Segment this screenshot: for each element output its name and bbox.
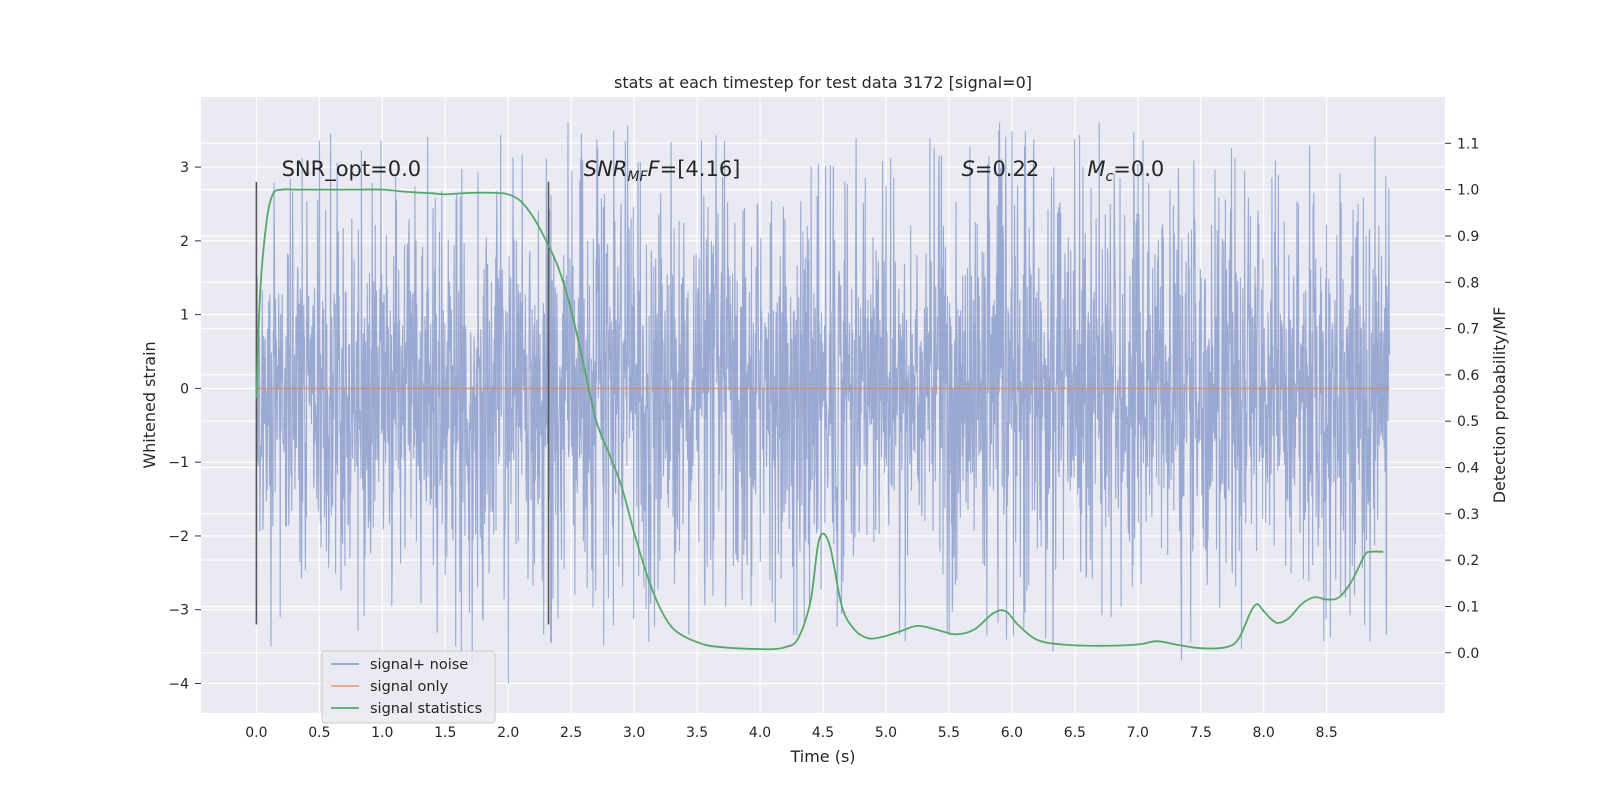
- legend-label-signal-only: signal only: [370, 679, 449, 695]
- y-tick-label: −1: [168, 455, 189, 471]
- x-axis-label: Time (s): [789, 747, 855, 766]
- y2-tick-label: 0.9: [1457, 229, 1479, 245]
- y2-axis-label: Detection probability/MF: [1490, 307, 1509, 504]
- x-tick-label: 8.5: [1316, 725, 1338, 741]
- chart-title: stats at each timestep for test data 317…: [614, 73, 1032, 92]
- x-tick-label: 0.0: [245, 725, 267, 741]
- y-tick-label: −4: [168, 676, 189, 692]
- y2-tick-label: 1.1: [1457, 136, 1479, 152]
- y2-tick-label: 0.0: [1457, 646, 1479, 662]
- y-tick-label: 3: [180, 160, 189, 176]
- x-tick-label: 5.5: [938, 725, 960, 741]
- y-axis-label: Whitened strain: [140, 341, 159, 468]
- y2-tick-label: 0.7: [1457, 322, 1479, 338]
- x-tick-label: 1.0: [371, 725, 393, 741]
- x-tick-label: 0.5: [308, 725, 330, 741]
- y-axis-ticks: 3 2 1 0 −1 −2 −3 −4: [168, 160, 201, 692]
- annotation-s: S=0.22: [962, 157, 1040, 181]
- y2-tick-label: 0.8: [1457, 275, 1479, 291]
- y-tick-label: 0: [180, 381, 189, 397]
- y2-axis-ticks: 1.1 1.0 0.9 0.8 0.7 0.6 0.5 0.4 0.3 0.2 0.1 0.0: [1445, 136, 1479, 662]
- y-tick-label: −3: [168, 603, 189, 619]
- y2-tick-label: 0.3: [1457, 507, 1479, 523]
- x-tick-label: 5.0: [875, 725, 897, 741]
- y2-tick-label: 0.6: [1457, 368, 1479, 384]
- y-tick-label: −2: [168, 529, 189, 545]
- annotation-snr-mf: SNRMFF=[4.16]: [584, 157, 741, 185]
- annotation-mc: Mc=0.0: [1087, 157, 1164, 185]
- x-tick-label: 6.5: [1064, 725, 1086, 741]
- x-tick-label: 7.5: [1190, 725, 1212, 741]
- y-tick-label: 1: [180, 308, 189, 324]
- legend-label-signal-plus-noise: signal+ noise: [370, 657, 468, 673]
- y2-tick-label: 1.0: [1457, 183, 1479, 199]
- y-tick-label: 2: [180, 234, 189, 250]
- y2-tick-label: 0.5: [1457, 414, 1479, 430]
- x-tick-label: 3.5: [686, 725, 708, 741]
- legend-label-signal-statistics: signal statistics: [370, 701, 482, 717]
- x-tick-label: 4.5: [812, 725, 834, 741]
- x-axis-ticks: 0.0 0.5 1.0 1.5 2.0 2.5 3.0 3.5 4.0 4.5 5.0 5.5 6.0 6…: [245, 725, 1338, 741]
- series-signal-plus-noise: [255, 122, 1391, 684]
- legend: signal+ noise signal only signal statist…: [321, 650, 496, 724]
- annotation-snr-opt: SNR_opt=0.0: [282, 157, 422, 182]
- x-tick-label: 2.0: [497, 725, 519, 741]
- y2-tick-label: 0.1: [1457, 599, 1479, 615]
- x-tick-label: 3.0: [623, 725, 645, 741]
- x-tick-label: 2.5: [560, 725, 582, 741]
- x-tick-label: 7.0: [1127, 725, 1149, 741]
- x-tick-label: 1.5: [434, 725, 456, 741]
- series-signal-statistics: [255, 188, 1384, 651]
- x-tick-label: 6.0: [1001, 725, 1023, 741]
- x-tick-label: 4.0: [749, 725, 771, 741]
- x-tick-label: 8.0: [1253, 725, 1275, 741]
- y2-tick-label: 0.4: [1457, 461, 1479, 477]
- y2-tick-label: 0.2: [1457, 553, 1479, 569]
